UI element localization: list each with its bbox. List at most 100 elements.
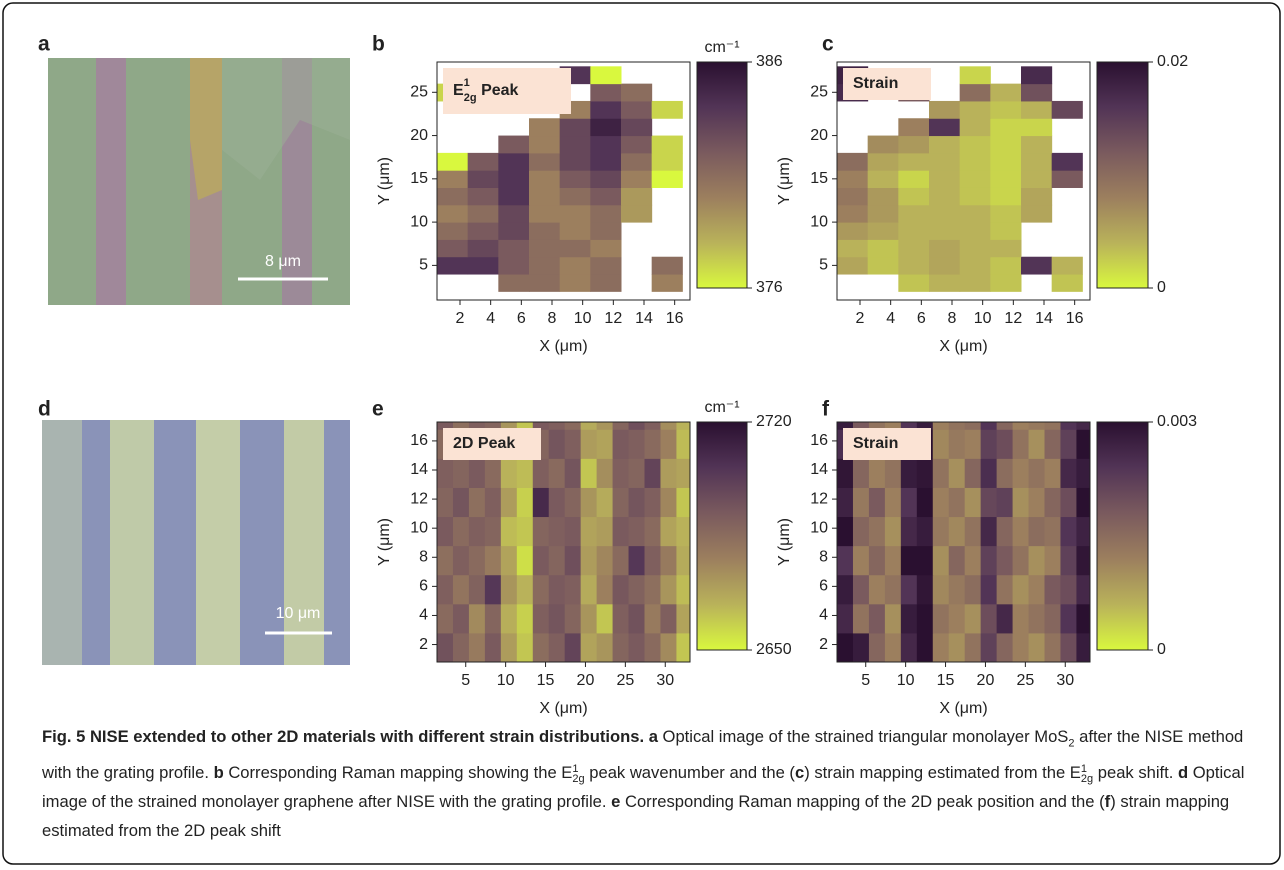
inset-label-text: 2D Peak — [453, 435, 515, 452]
heatmap-cell — [468, 632, 486, 662]
heatmap-cell — [621, 204, 653, 223]
heatmap-cell — [932, 603, 950, 634]
plot-frame — [836, 421, 1091, 663]
heatmap-cell — [884, 458, 902, 488]
heatmap-cell — [1012, 516, 1030, 547]
heatmap-cell — [467, 239, 499, 258]
y-tick-label: 14 — [410, 461, 428, 478]
heatmap-cell — [980, 632, 998, 662]
heatmap-cell — [612, 422, 630, 430]
heatmap-cell — [959, 274, 991, 292]
x-tick-label: 30 — [656, 672, 674, 689]
heatmap-cell — [852, 422, 870, 430]
y-tick-label: 8 — [819, 548, 828, 565]
inset-label-box — [443, 68, 571, 114]
heatmap-cell — [452, 516, 470, 547]
heatmap-cell — [596, 545, 614, 576]
photo-d — [42, 420, 350, 665]
heatmap-cell — [868, 516, 886, 547]
heatmap-cell — [980, 458, 998, 488]
heatmap-cell — [437, 422, 454, 430]
heatmap-cell — [548, 545, 566, 576]
heatmap-cell — [590, 118, 622, 137]
heatmap-cell — [580, 545, 598, 576]
heatmap-cell — [852, 458, 870, 488]
heatmap-cell — [516, 422, 534, 430]
heatmap-cell — [1076, 632, 1090, 662]
heatmap-cell — [644, 603, 661, 634]
heatmap-cell — [1044, 422, 1061, 430]
heatmap-cell — [1076, 422, 1090, 430]
y-tick-label: 10 — [410, 519, 428, 536]
inset-label-box — [443, 428, 541, 460]
y-tick-label: 6 — [819, 578, 828, 595]
heatmap-cell — [948, 458, 966, 488]
heatmap-cell — [932, 632, 950, 662]
caption-title: Fig. 5 NISE extended to other 2D materia… — [42, 727, 645, 746]
caption-text: after the NISE method with the grating p… — [42, 727, 1244, 783]
heatmap-cell — [929, 118, 961, 137]
heatmap-cell — [837, 516, 854, 547]
heatmap-cell — [452, 458, 470, 488]
x-tick-label: 20 — [977, 672, 995, 689]
heatmap-cell — [564, 545, 582, 576]
heatmap-cell — [932, 516, 950, 547]
heatmap-cell — [884, 574, 902, 605]
heatmap-cell — [929, 204, 961, 223]
heatmap-cell — [990, 239, 1022, 258]
heatmap-cell — [628, 429, 646, 459]
y-tick-label: 5 — [419, 257, 428, 274]
heatmap-cell — [898, 152, 930, 171]
heatmap-cell — [452, 603, 470, 634]
colorbar-tick-label: 386 — [756, 53, 783, 70]
heatmap-cell — [900, 458, 918, 488]
heatmap-cell — [529, 187, 561, 206]
heatmap-cell — [1012, 487, 1030, 518]
heatmap-cell — [964, 516, 982, 547]
x-tick-label: 10 — [897, 672, 915, 689]
heatmap-cell — [1028, 487, 1046, 518]
heatmap-cell — [437, 152, 469, 171]
y-tick-label: 12 — [410, 490, 428, 507]
y-tick-label: 25 — [410, 84, 428, 101]
heatmap-cell — [1060, 429, 1077, 459]
heatmap-cell — [837, 222, 869, 240]
y-tick-label: 10 — [410, 213, 428, 230]
heatmap-cell — [559, 170, 591, 188]
heatmap-cell — [1012, 422, 1030, 430]
heatmap-cell — [676, 632, 690, 662]
x-tick-label: 15 — [937, 672, 955, 689]
heatmap-cell — [580, 516, 598, 547]
x-axis-label: X (μm) — [939, 700, 987, 717]
x-tick-label: 2 — [456, 310, 465, 327]
heatmap-cell — [590, 239, 622, 258]
heatmap-cell — [621, 170, 653, 188]
heatmap-cell — [868, 545, 886, 576]
heatmap-cell — [1012, 458, 1030, 488]
heatmap-cell — [500, 422, 518, 430]
heatmap-cell — [916, 603, 934, 634]
heatmap-cell — [1044, 632, 1061, 662]
heatmap-cell — [1076, 574, 1090, 605]
heatmap-cell — [852, 487, 870, 518]
heatmap-cell — [1012, 632, 1030, 662]
heatmap-cell — [929, 256, 961, 275]
heatmap-cell — [596, 458, 614, 488]
panel-letter: a — [38, 33, 50, 56]
heatmap-cell — [959, 239, 991, 258]
heatmap-cell — [932, 422, 950, 430]
heatmap-cell — [676, 603, 690, 634]
x-tick-label: 16 — [666, 310, 684, 327]
heatmap-cell — [929, 152, 961, 171]
heatmap-cell — [660, 422, 677, 430]
caption-script: 1 2g — [572, 763, 584, 784]
heatmap-cell — [452, 545, 470, 576]
heatmap-cell — [467, 204, 499, 223]
heatmap-cell — [529, 274, 561, 292]
heatmap-cell — [516, 487, 534, 518]
heatmap-cell — [468, 422, 486, 430]
panel-letter: f — [822, 398, 830, 421]
heatmap-cell — [559, 187, 591, 206]
heatmap-cell — [498, 222, 530, 240]
heatmap-cell — [590, 135, 622, 154]
